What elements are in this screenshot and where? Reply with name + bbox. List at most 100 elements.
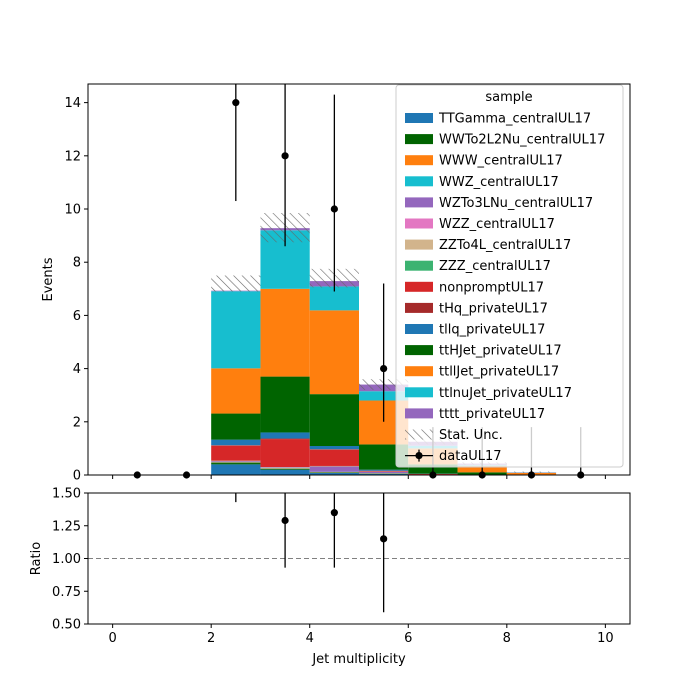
legend-swatch [405, 155, 433, 166]
bar-segment [211, 439, 261, 446]
bar-segment [260, 438, 310, 440]
data-point [232, 99, 240, 107]
legend-frame [395, 84, 624, 468]
bar-segment [211, 460, 261, 462]
legend-label: tHq_privateUL17 [439, 301, 548, 316]
legend-label: WWTo2L2Nu_centralUL17 [439, 133, 605, 148]
y-tick-label: 14 [64, 96, 81, 111]
legend-label: tllq_privateUL17 [439, 323, 545, 338]
y-tick-label: 12 [64, 149, 81, 164]
bar-segment [359, 469, 409, 471]
y-tick-label: 8 [73, 256, 81, 271]
legend-entry: WZZ_centralUL17 [405, 217, 555, 232]
ratio-points [235, 493, 388, 613]
x-axis-label: Jet multiplicity [311, 652, 406, 667]
bar-segment [260, 439, 310, 468]
legend-entry: ZZZ_centralUL17 [405, 259, 551, 274]
legend-entry: ttHJet_privateUL17 [405, 344, 562, 359]
legend-entry: Stat. Unc. [405, 428, 503, 443]
ratio-y-tick-label: 0.50 [52, 618, 81, 633]
bar-segment [309, 466, 359, 472]
legend-swatch [405, 387, 433, 398]
legend-swatch [405, 218, 433, 229]
ratio-panel: 0.50 0.75 1.00 1.25 1.50 0 2 4 6 8 10 Ratio Jet m… [29, 487, 631, 667]
main-y-ticks: 0 2 4 6 8 10 12 14 [64, 96, 88, 484]
bar-segment [211, 463, 261, 465]
ratio-y-tick-label: 1.50 [52, 487, 81, 502]
legend-swatch [405, 366, 433, 377]
bar-segment [309, 394, 359, 447]
legend-entry: ttlnuJet_privateUL17 [405, 386, 572, 401]
legend-label: nonpromptUL17 [439, 280, 544, 295]
y-tick-label: 2 [73, 415, 81, 430]
legend-swatch [405, 408, 433, 419]
ratio-y-tick-label: 1.25 [52, 519, 81, 534]
bar-segment [260, 376, 310, 433]
legend-label: WZTo3LNu_centralUL17 [439, 196, 593, 211]
legend-swatch [405, 197, 433, 208]
legend-label: TTGamma_centralUL17 [438, 112, 591, 127]
bar-segment [260, 467, 310, 469]
legend-label: WZZ_centralUL17 [439, 217, 555, 232]
bar-segment [359, 473, 409, 475]
bar-segment [260, 469, 310, 475]
bar-segment [211, 461, 261, 463]
bar-segment [211, 462, 261, 464]
legend-entry: WWZ_centralUL17 [405, 175, 559, 190]
legend-swatch [405, 345, 433, 356]
legend-label: ZZTo4L_centralUL17 [439, 238, 571, 253]
bar-segment [211, 445, 261, 461]
legend-entry: nonpromptUL17 [405, 280, 544, 295]
ratio-y-tick-label: 0.75 [52, 585, 81, 600]
ratio-x-ticks: 0 2 4 6 8 10 [108, 624, 614, 646]
legend-swatch [405, 113, 433, 123]
legend-label: ttlnuJet_privateUL17 [439, 386, 572, 401]
legend-entry: tttt_privateUL17 [405, 407, 545, 422]
bar-segment [211, 413, 261, 440]
legend-swatch [405, 260, 433, 271]
y-tick-label: 0 [73, 469, 81, 484]
legend-entry: dataUL17 [405, 449, 502, 464]
main-x-ticks [112, 475, 606, 479]
ratio-y-axis-label: Ratio [29, 542, 44, 575]
legend-entry: tHq_privateUL17 [405, 301, 548, 316]
main-panel: 0 2 4 6 8 10 12 14 Events [41, 83, 631, 484]
bar-segment [260, 288, 310, 377]
x-tick-label: 4 [306, 631, 314, 646]
bar-segment [211, 368, 261, 414]
legend-entry: ZZTo4L_centralUL17 [405, 238, 571, 253]
ratio-y-tick-label: 1.00 [52, 552, 81, 567]
bar-segment [359, 471, 409, 472]
legend-swatch [405, 134, 433, 145]
y-tick-label: 4 [73, 362, 81, 377]
legend: sample TTGamma_centralUL17 WWTo2L2Nu_cent… [395, 84, 624, 468]
data-point [380, 365, 388, 373]
bar-segment [211, 445, 261, 446]
x-tick-label: 0 [108, 631, 116, 646]
ratio-point [380, 535, 388, 543]
bar-segment [211, 461, 261, 462]
legend-label: ttllJet_privateUL17 [439, 365, 559, 380]
legend-label: tttt_privateUL17 [439, 407, 545, 422]
legend-label: WWZ_centralUL17 [439, 175, 559, 190]
legend-entry: WZTo3LNu_centralUL17 [405, 196, 593, 211]
bar-segment [260, 432, 310, 439]
legend-swatch [405, 429, 433, 440]
legend-swatch [405, 281, 433, 292]
bar-segment [359, 471, 409, 474]
legend-entry: tllq_privateUL17 [405, 323, 545, 338]
legend-label: Stat. Unc. [439, 428, 503, 443]
bar-segment [309, 472, 359, 475]
legend-swatch [405, 176, 433, 187]
y-tick-label: 6 [73, 309, 81, 324]
ratio-y-ticks: 0.50 0.75 1.00 1.25 1.50 [52, 487, 88, 633]
x-tick-label: 8 [503, 631, 511, 646]
main-plot-frame [87, 83, 631, 476]
data-point [330, 205, 338, 213]
bar-segment [309, 286, 359, 311]
legend-label: ttHJet_privateUL17 [439, 344, 562, 359]
legend-swatch [405, 324, 433, 334]
bar-segment [260, 467, 310, 468]
ratio-point [281, 516, 289, 525]
